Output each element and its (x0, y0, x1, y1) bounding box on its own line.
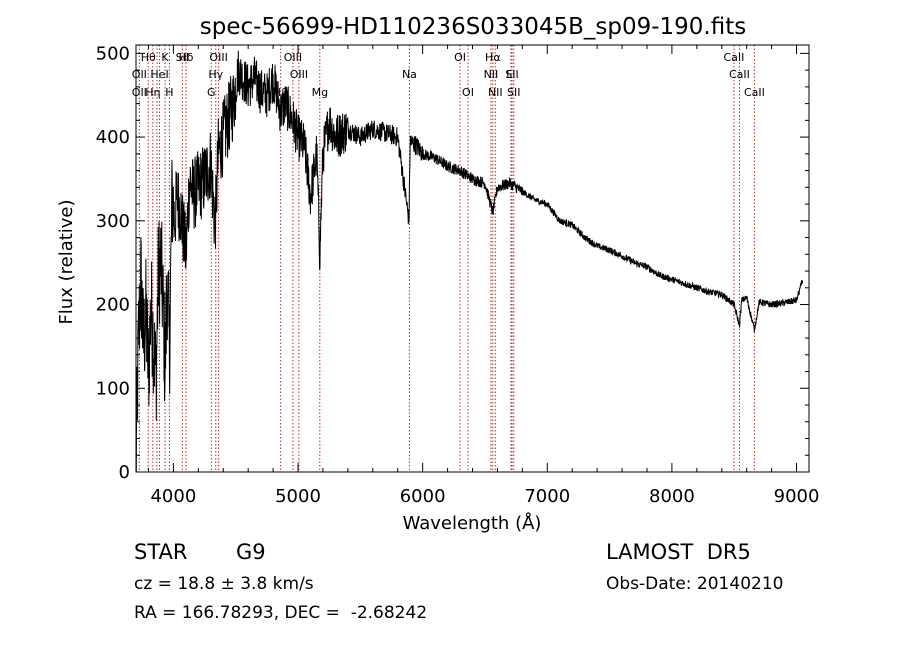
line-label-2-3: G (207, 86, 216, 99)
line-label-1-7: Li (506, 68, 515, 81)
coordinates: RA = 166.78293, DEC = -2.68242 (134, 603, 428, 623)
line-label-0-3: OIII (209, 51, 227, 64)
plot-frame (135, 44, 810, 473)
chart-title: spec-56699-HD110236S033045B_sp09-190.fit… (200, 14, 746, 40)
line-label-0-4: OIII (284, 51, 302, 64)
x-tick-label-4: 8000 (649, 486, 695, 507)
x-tick-label-5: 9000 (774, 486, 820, 507)
y-tick-label-5: 500 (96, 43, 130, 64)
line-label-1-4: OIII (290, 68, 308, 81)
line-label-2-6: OI (462, 86, 474, 99)
line-label-1-8: CaII (729, 68, 750, 81)
y-tick-label-2: 200 (96, 295, 130, 316)
line-label-2-9: CaII (744, 86, 765, 99)
line-label-2-7: NII (488, 86, 503, 99)
y-tick-label-0: 0 (119, 462, 130, 483)
line-label-1-3: Hγ (208, 68, 223, 81)
line-label-1-5: Na (402, 68, 417, 81)
line-label-2-8: SII (507, 86, 520, 99)
line-label-0-7: SII (176, 51, 189, 64)
line-label-0-5: OI (454, 51, 466, 64)
survey-name: LAMOST DR5 (606, 540, 751, 564)
y-axis-ticks: 0 100 200 300 400 500 (96, 43, 809, 483)
y-tick-label-4: 400 (96, 127, 130, 148)
x-tick-label-0: 4000 (150, 486, 196, 507)
line-label-0-0: Hθ (141, 51, 156, 64)
line-label-2-2: H (165, 86, 173, 99)
line-label-0-6: Hα (485, 51, 501, 64)
x-axis-ticks: 4000 5000 6000 7000 8000 9000 (147, 45, 820, 507)
x-tick-label-1: 5000 (275, 486, 321, 507)
y-tick-label-1: 100 (96, 378, 130, 399)
line-label-0-1: K (161, 51, 169, 64)
obs-date: Obs-Date: 20140210 (606, 574, 784, 594)
line-label-2-1: Hη (145, 86, 160, 99)
line-label-1-1: HeI (150, 68, 168, 81)
object-class: STAR (134, 540, 188, 564)
y-axis-label: Flux (relative) (56, 199, 77, 324)
spectrum-plot (135, 50, 803, 473)
spectrum-line (135, 50, 803, 473)
redshift-value: cz = 18.8 ± 3.8 km/s (134, 574, 314, 594)
line-label-1-6: NII (484, 68, 499, 81)
x-tick-label-2: 6000 (400, 486, 446, 507)
x-tick-label-3: 7000 (524, 486, 570, 507)
line-label-0-8: CaII (724, 51, 745, 64)
line-label-2-5: Mg (312, 86, 328, 99)
x-axis-label: Wavelength (Å) (403, 512, 542, 534)
object-subclass: G9 (236, 540, 266, 564)
y-tick-label-3: 300 (96, 211, 130, 232)
line-label-1-2: SII (505, 68, 518, 81)
line-label-0-2: Hδ (178, 51, 193, 64)
